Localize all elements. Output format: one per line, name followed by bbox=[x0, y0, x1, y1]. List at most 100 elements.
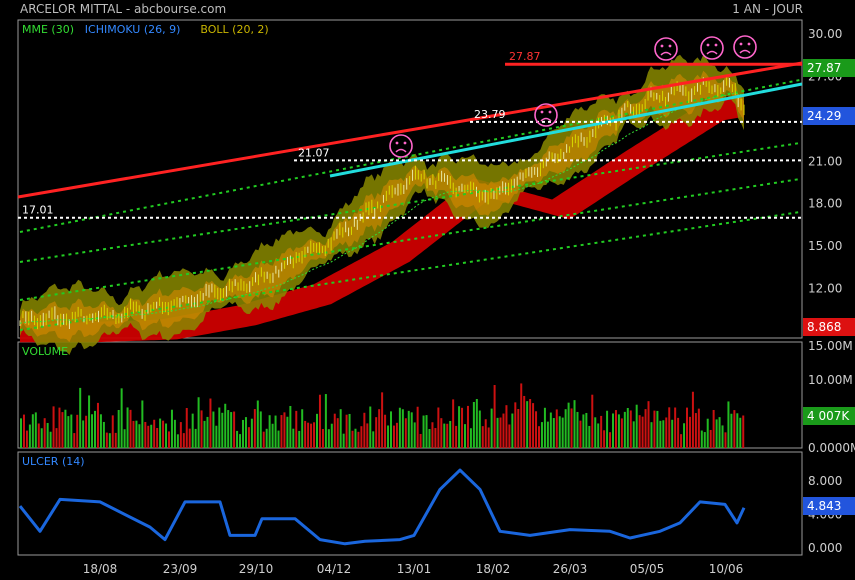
volume-bar bbox=[162, 420, 165, 448]
volume-bar bbox=[96, 402, 99, 448]
volume-bar bbox=[43, 418, 46, 448]
volume-bar bbox=[694, 413, 697, 448]
volume-bar bbox=[88, 395, 91, 448]
volume-bar bbox=[348, 413, 351, 448]
volume-last-badge-bg bbox=[803, 407, 855, 425]
date-tick-label: 26/03 bbox=[553, 562, 588, 576]
volume-bar bbox=[576, 411, 579, 448]
volume-bar bbox=[313, 422, 316, 448]
volume-bar bbox=[25, 430, 28, 448]
volume-bar bbox=[478, 410, 481, 448]
ulcer-panel: ULCER (14) bbox=[18, 455, 746, 546]
volume-bar bbox=[511, 413, 514, 448]
volume-bar bbox=[508, 424, 511, 448]
legend-entry: ICHIMOKU (26, 9) bbox=[85, 23, 181, 36]
volume-bar bbox=[579, 420, 582, 448]
volume-bar bbox=[532, 403, 535, 448]
price-tick-label: 18.00 bbox=[808, 197, 842, 211]
volume-bar bbox=[573, 400, 576, 448]
volume-bar bbox=[552, 418, 555, 448]
volume-bar bbox=[218, 407, 221, 448]
volume-bar bbox=[20, 418, 22, 448]
volume-bar bbox=[123, 429, 126, 448]
volume-bar bbox=[629, 410, 632, 448]
volume-bar bbox=[292, 428, 295, 448]
date-tick-label: 29/10 bbox=[239, 562, 274, 576]
volume-bar bbox=[336, 418, 339, 448]
volume-bar bbox=[736, 413, 739, 448]
volume-bar bbox=[546, 421, 549, 448]
volume-bar bbox=[570, 408, 573, 448]
volume-bar bbox=[316, 413, 318, 448]
volume-bar bbox=[363, 412, 366, 448]
volume-bar bbox=[449, 420, 452, 448]
volume-bar bbox=[638, 415, 641, 448]
volume-bar bbox=[597, 423, 600, 448]
volume-bar bbox=[410, 412, 413, 448]
volume-bar bbox=[247, 427, 250, 448]
volume-bar bbox=[703, 432, 706, 448]
volume-bar bbox=[523, 395, 526, 448]
volume-bar bbox=[212, 411, 215, 448]
volume-bar bbox=[440, 418, 443, 448]
volume-bar bbox=[398, 407, 401, 448]
volume-bar bbox=[742, 415, 745, 448]
price-last-badge: 24.29 bbox=[807, 109, 841, 123]
volume-bar bbox=[496, 417, 499, 448]
period-label: 1 AN - JOUR bbox=[732, 2, 803, 16]
volume-bar bbox=[165, 423, 168, 448]
volume-bar bbox=[632, 421, 635, 448]
volume-bar bbox=[739, 417, 742, 448]
volume-bar bbox=[147, 425, 150, 448]
volume-bar bbox=[173, 419, 176, 448]
volume-bar bbox=[244, 417, 247, 448]
volume-bar bbox=[200, 410, 203, 448]
date-tick-label: 10/06 bbox=[709, 562, 744, 576]
volume-bar bbox=[392, 425, 395, 448]
volume-bar bbox=[324, 394, 327, 448]
volume-bar bbox=[481, 426, 484, 448]
date-tick-label: 13/01 bbox=[397, 562, 432, 576]
volume-bar bbox=[268, 415, 271, 448]
volume-bar bbox=[626, 408, 629, 448]
volume-bar bbox=[431, 422, 434, 448]
volume-bar bbox=[674, 407, 677, 448]
volume-bar bbox=[304, 420, 307, 448]
level-label: 21.07 bbox=[298, 146, 330, 159]
volume-bar bbox=[475, 399, 478, 448]
ulcer-frame bbox=[17, 451, 803, 556]
volume-bar bbox=[712, 409, 715, 448]
frown-face-icon bbox=[389, 134, 413, 158]
frown-face-icon bbox=[534, 103, 558, 127]
volume-bar bbox=[384, 414, 387, 448]
price-tick-label: 21.00 bbox=[808, 154, 842, 168]
volume-bar bbox=[301, 409, 304, 448]
volume-bar bbox=[144, 421, 147, 448]
volume-bar bbox=[614, 410, 617, 448]
level-label: 27.87 bbox=[509, 50, 541, 63]
volume-bar bbox=[191, 413, 194, 448]
volume-bar bbox=[117, 409, 120, 448]
volume-bar bbox=[156, 427, 159, 448]
volume-bar bbox=[185, 407, 188, 448]
volume-bar bbox=[73, 433, 76, 448]
volume-bar bbox=[668, 407, 671, 448]
channel-line bbox=[19, 211, 801, 331]
volume-bar bbox=[549, 412, 552, 448]
volume-bar bbox=[390, 411, 392, 448]
date-tick-label: 18/02 bbox=[476, 562, 511, 576]
price-tick-label: 30.00 bbox=[808, 27, 842, 41]
price-last-badge-bg bbox=[803, 107, 855, 125]
volume-bar bbox=[422, 415, 425, 448]
volume-bar bbox=[242, 419, 244, 448]
volume-bar bbox=[176, 434, 179, 448]
volume-bar bbox=[46, 422, 49, 448]
volume-bar bbox=[333, 413, 336, 448]
volume-bar bbox=[357, 431, 360, 448]
volume-bar bbox=[114, 432, 117, 448]
volume-bar bbox=[709, 429, 712, 448]
volume-bar bbox=[526, 401, 529, 448]
volume-bar bbox=[289, 405, 292, 448]
volume-bar bbox=[653, 410, 656, 448]
volume-bar bbox=[321, 429, 324, 448]
